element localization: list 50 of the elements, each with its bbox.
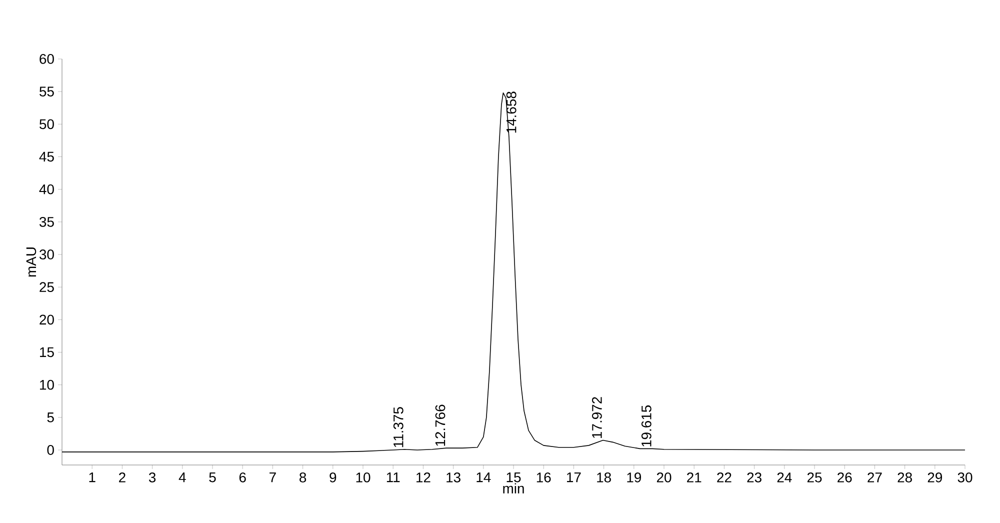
x-tick-label: 27 [868,472,882,482]
annotation: 11.375 [393,407,404,448]
x-tick-label: 18 [597,472,611,482]
x-tick-label: 26 [838,472,852,482]
x-tick-label: 3 [148,472,156,482]
y-tick-label: 35 [40,216,54,227]
x-tick-label: 16 [536,472,551,482]
annotation: 17.972 [592,397,602,438]
x-tick-label: 30 [958,472,972,482]
x-tick-label: 6 [239,472,246,482]
annotation: 12.766 [435,404,446,446]
annotation: 19.615 [641,405,652,446]
x-tick-label: 24 [777,472,792,482]
y-tick-label: 25 [40,282,54,292]
y-tick-label: 60 [40,54,54,64]
y-tick-label: 55 [40,86,54,96]
y-tick-label: 30 [40,250,54,260]
x-tick-label: 5 [209,472,216,482]
x-tick-label: 29 [928,472,942,482]
x-tick-label: 19 [627,472,641,482]
x-tick-label: 22 [717,472,732,482]
x-tick-label: 4 [178,472,186,482]
x-tick-label: 14 [476,472,491,482]
x-tick-label: 1 [89,472,96,482]
x-tick-label: 20 [656,472,672,482]
x-tick-label: 10 [356,472,370,482]
x-tick-label: 12 [416,472,430,482]
x-tick-label: 28 [898,472,912,482]
x-tick-label: 21 [687,472,702,482]
x-tick-label: 25 [807,472,822,482]
x-tick-label: 8 [300,472,306,482]
x-tick-label: 2 [119,472,126,482]
y-tick-label: 20 [40,314,54,325]
x-axis-title: min [503,483,524,494]
y-tick-label: 50 [40,119,54,130]
y-tick-label: 45 [39,152,54,162]
x-tick-label: 7 [270,472,276,482]
y-tick-label: 15 [40,347,54,358]
x-tick-label: 23 [747,472,762,482]
y-tick-label: 0 [47,445,54,455]
x-tick-label: 11 [386,472,400,482]
x-tick-label: 9 [330,472,336,482]
y-tick-label: 40 [39,184,54,194]
x-tick-label: 17 [567,472,581,482]
y-tick-label: 10 [40,380,54,390]
y-tick-label: 5 [47,412,54,422]
x-tick-label: 15 [506,472,521,482]
y-axis-title: mAU [26,248,36,277]
x-tick-label: 13 [446,472,460,482]
annotation: 14.658 [506,92,516,133]
